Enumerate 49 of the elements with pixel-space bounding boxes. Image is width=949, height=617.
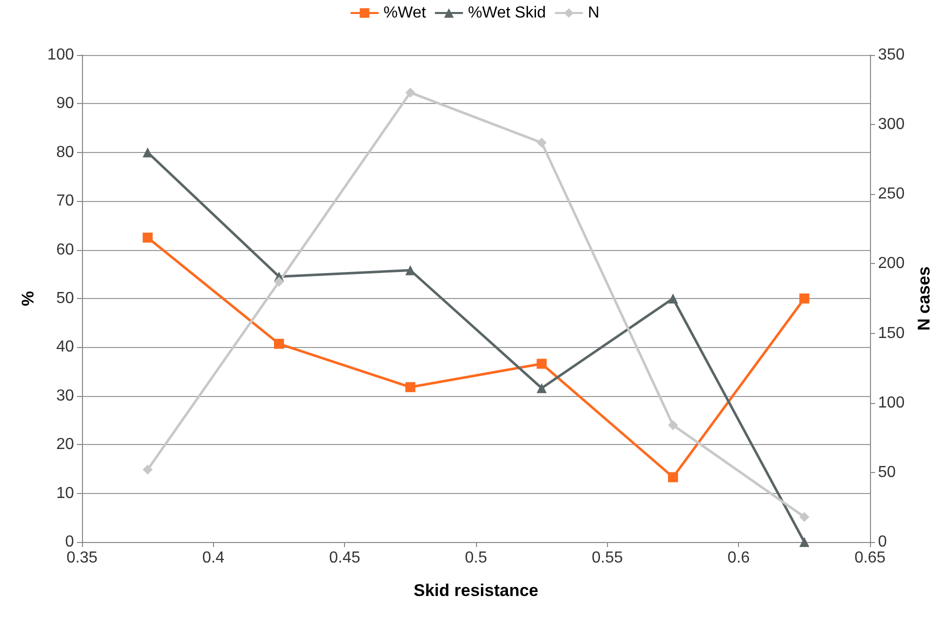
y2-axis-title: N cases xyxy=(914,266,934,331)
x-tick-label: 0.4 xyxy=(202,550,225,566)
point xyxy=(799,512,810,522)
y-tick-label: 30 xyxy=(56,387,74,404)
y-tick-label: 60 xyxy=(56,241,74,258)
legend-label: %Wet xyxy=(384,4,426,22)
y-tick-label: 10 xyxy=(56,484,74,502)
y-tick-label: 100 xyxy=(47,46,74,64)
x-tick-label: 0.5 xyxy=(464,550,488,566)
point xyxy=(536,358,547,369)
point xyxy=(668,294,678,304)
point xyxy=(668,420,678,430)
x-axis-title: Skid resistance xyxy=(414,581,538,600)
y-axis-title: % xyxy=(18,290,38,306)
y2-tick-label: 200 xyxy=(878,255,905,272)
y-tick-label: 40 xyxy=(56,338,74,356)
y2-tick-label: 150 xyxy=(878,324,905,342)
point xyxy=(142,232,153,243)
y2-tick-label: 350 xyxy=(878,46,905,64)
x-tick-label: 0.35 xyxy=(66,550,98,566)
point xyxy=(405,88,416,98)
y2-tick-label: 100 xyxy=(878,394,905,412)
x-tick-label: 0.55 xyxy=(592,550,624,566)
y-tick-label: 90 xyxy=(56,95,74,112)
y-tick-label: 50 xyxy=(56,290,74,307)
y2-tick-label: 250 xyxy=(878,186,905,203)
point xyxy=(405,265,416,276)
x-tick-label: 0.45 xyxy=(329,550,360,566)
legend-label: N xyxy=(588,4,600,22)
point xyxy=(799,537,810,547)
y2-tick-label: 0 xyxy=(878,534,887,550)
point xyxy=(536,138,547,148)
y-tick-label: 70 xyxy=(56,192,74,210)
point xyxy=(668,472,678,482)
point xyxy=(405,382,416,392)
x-tick-label: 0.6 xyxy=(728,550,750,566)
x-tick-label: 0.65 xyxy=(854,550,886,566)
point xyxy=(274,338,284,349)
point xyxy=(142,147,153,158)
y-tick-label: 80 xyxy=(56,144,74,161)
y-tick-label: 20 xyxy=(56,436,74,454)
legend-label: %Wet Skid xyxy=(468,4,546,22)
point xyxy=(142,464,153,475)
y-tick-label: 0 xyxy=(65,534,74,550)
y2-tick-label: 300 xyxy=(878,116,905,134)
y2-tick-label: 50 xyxy=(878,464,896,481)
point xyxy=(274,276,284,287)
point xyxy=(536,383,547,394)
point xyxy=(799,294,810,304)
